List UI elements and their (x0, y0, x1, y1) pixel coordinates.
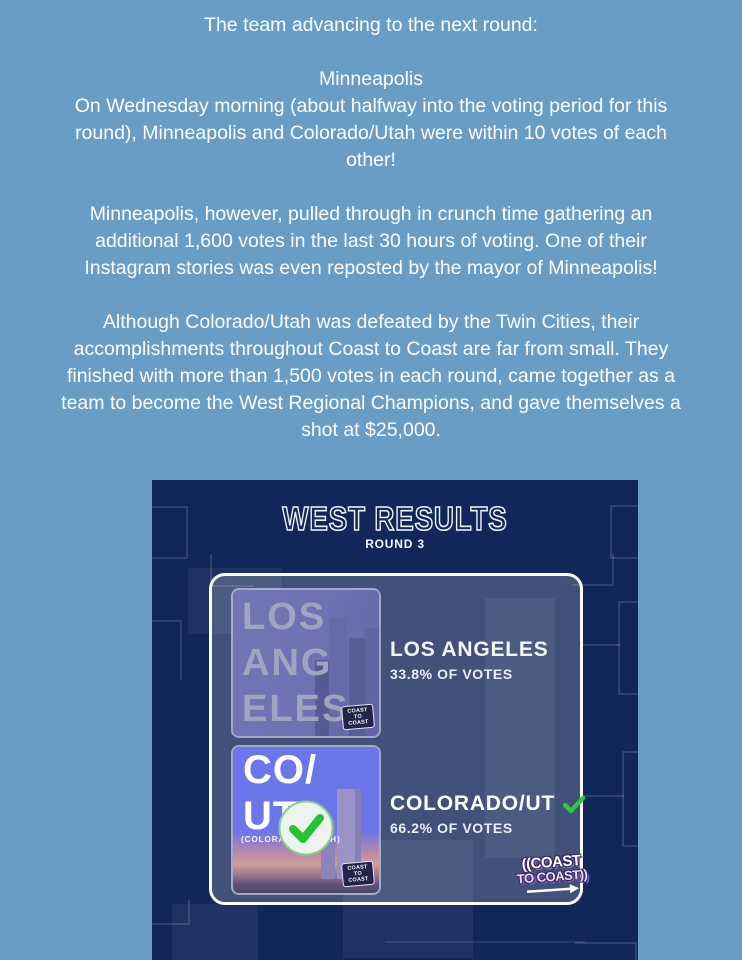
la-tile-label: LOS ANG ELES (242, 594, 349, 732)
graphic-subtitle: ROUND 3 (365, 537, 425, 551)
graphic-title: WEST RESULTS (282, 499, 508, 538)
colorado-utah-tile: CO/ UT (COLORADO + UTAH) COAST TO COAST (231, 745, 381, 895)
bracket-line (622, 751, 638, 847)
announcement-text: The team advancing to the next round: Mi… (0, 12, 742, 471)
winner-paragraph: Minneapolis On Wednesday morning (about … (74, 68, 668, 171)
co-result: COLORADO/UT 66.2% OF VOTES (390, 792, 586, 836)
la-vote-share: 33.8% OF VOTES (390, 666, 513, 682)
winner-check-icon (562, 794, 586, 814)
bracket-line (152, 506, 188, 559)
west-results-graphic: WEST RESULTS ROUND 3 LOS ANG ELES COAST … (152, 480, 638, 960)
bracket-line (152, 620, 182, 680)
crunch-time-paragraph: Minneapolis, however, pulled through in … (84, 203, 658, 279)
colorado-utah-paragraph: Although Colorado/Utah was defeated by t… (61, 311, 681, 441)
bracket-line (618, 601, 638, 695)
co-tile-line1: CO/ (243, 748, 318, 792)
bracket-line (385, 941, 585, 943)
intro-line: The team advancing to the next round: (204, 14, 538, 36)
coast-to-coast-mini-badge: COAST TO COAST (341, 703, 375, 731)
bracket-line (152, 900, 190, 925)
bracket-block (172, 904, 258, 960)
bracket-line (582, 644, 620, 646)
co-vote-share: 66.2% OF VOTES (390, 820, 513, 836)
matchup-panel: LOS ANG ELES COAST TO COAST LOS ANGELES … (209, 573, 588, 905)
coast-to-coast-logo: ((COAST TO COAST)) (514, 852, 591, 897)
co-team-name: COLORADO/UT (390, 792, 586, 816)
la-tile-line1: LOS (242, 596, 327, 638)
la-tile-line2: ANG (242, 642, 333, 684)
logo-arrow-icon (526, 884, 579, 894)
la-result: LOS ANGELES 33.8% OF VOTES (390, 638, 549, 682)
bracket-line (582, 795, 624, 797)
bracket-line (575, 942, 637, 960)
skyline-building (315, 660, 329, 736)
los-angeles-tile: LOS ANG ELES COAST TO COAST (231, 588, 381, 738)
la-tile-line3: ELES (242, 688, 350, 730)
winner-check-icon (277, 799, 335, 862)
coast-to-coast-mini-badge: COAST TO COAST (341, 860, 375, 888)
la-team-name: LOS ANGELES (390, 638, 549, 661)
